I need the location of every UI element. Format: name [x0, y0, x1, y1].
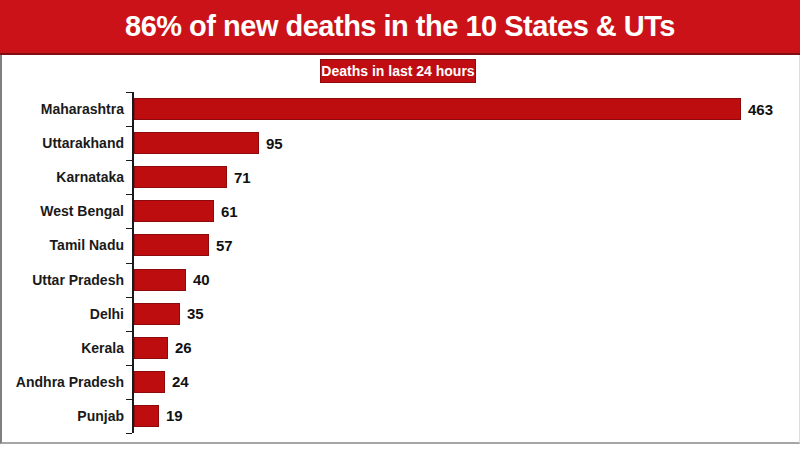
bar-row: Andhra Pradesh24: [134, 365, 189, 399]
bar: [134, 234, 209, 256]
chart-panel: Deaths in last 24 hours Maharashtra463Ut…: [0, 55, 800, 444]
axis-tick: [126, 228, 132, 229]
bar: [134, 303, 180, 325]
axis-tick: [126, 263, 132, 264]
value-label: 24: [172, 373, 189, 390]
bar-row: Kerala26: [134, 331, 192, 365]
bar: [134, 200, 214, 222]
category-label: Delhi: [7, 306, 124, 322]
category-label: Punjab: [7, 408, 124, 424]
category-label: West Bengal: [7, 203, 124, 219]
bar: [134, 269, 186, 291]
value-label: 463: [748, 101, 773, 118]
page-title: 86% of new deaths in the 10 States & UTs: [125, 10, 675, 43]
category-label: Kerala: [7, 340, 124, 356]
axis-tick: [126, 399, 132, 400]
legend-label: Deaths in last 24 hours: [321, 63, 474, 79]
value-label: 26: [175, 339, 192, 356]
bar: [134, 166, 227, 188]
value-label: 19: [166, 407, 183, 424]
bar-row: West Bengal61: [134, 194, 238, 228]
bar-row: Punjab19: [134, 399, 183, 433]
value-label: 35: [187, 305, 204, 322]
bar-row: Maharashtra463: [134, 92, 773, 126]
bar-row: Delhi35: [134, 297, 204, 331]
bar-row: Uttar Pradesh40: [134, 263, 210, 297]
bar: [134, 337, 168, 359]
value-label: 71: [234, 169, 251, 186]
category-label: Uttar Pradesh: [7, 272, 124, 288]
category-label: Andhra Pradesh: [7, 374, 124, 390]
legend: Deaths in last 24 hours: [320, 59, 476, 83]
bar: [134, 98, 741, 120]
category-label: Tamil Nadu: [7, 237, 124, 253]
category-label: Maharashtra: [7, 101, 124, 117]
bar-row: Karnataka71: [134, 160, 251, 194]
axis-tick: [126, 126, 132, 127]
title-banner: 86% of new deaths in the 10 States & UTs: [0, 0, 800, 55]
bar: [134, 405, 159, 427]
slide: 86% of new deaths in the 10 States & UTs…: [0, 0, 800, 449]
value-label: 61: [221, 203, 238, 220]
bar: [134, 371, 165, 393]
bar: [134, 132, 259, 154]
axis-tick: [126, 194, 132, 195]
category-label: Karnataka: [7, 169, 124, 185]
category-label: Uttarakhand: [7, 135, 124, 151]
axis-tick: [126, 92, 132, 93]
value-label: 40: [193, 271, 210, 288]
axis-tick: [126, 365, 132, 366]
value-label: 95: [266, 135, 283, 152]
bar-row: Tamil Nadu57: [134, 228, 233, 262]
axis-tick: [126, 331, 132, 332]
value-label: 57: [216, 237, 233, 254]
axis-tick: [126, 433, 132, 434]
bar-row: Uttarakhand95: [134, 126, 283, 160]
axis-tick: [126, 297, 132, 298]
axis-tick: [126, 160, 132, 161]
